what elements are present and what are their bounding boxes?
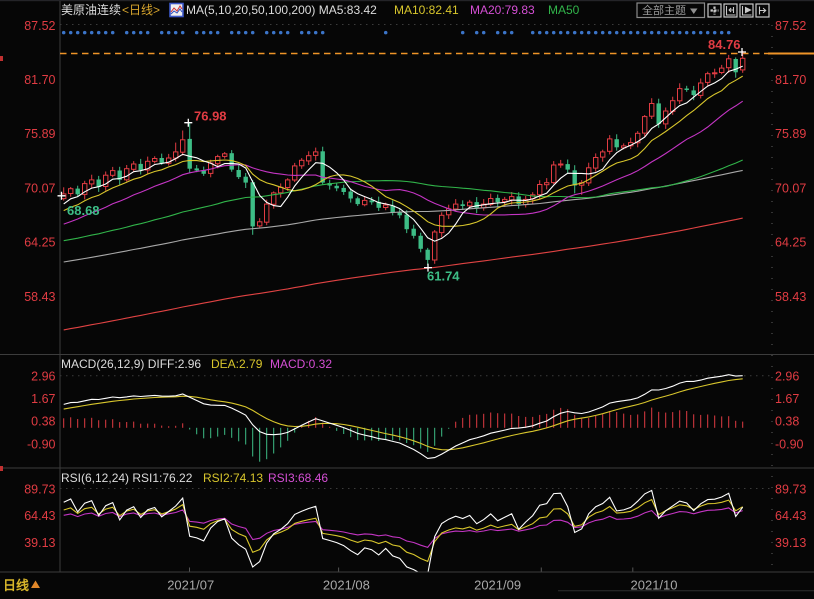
svg-text:39.13: 39.13 <box>775 536 806 550</box>
svg-text:87.52: 87.52 <box>775 19 806 33</box>
svg-text:日线: 日线 <box>3 578 29 593</box>
svg-text:MACD:0.32: MACD:0.32 <box>270 357 332 371</box>
svg-text:RSI3:68.46: RSI3:68.46 <box>268 471 328 485</box>
svg-text:81.70: 81.70 <box>24 73 55 87</box>
svg-text:39.13: 39.13 <box>24 536 55 550</box>
svg-text:2.96: 2.96 <box>775 369 799 383</box>
svg-text:2021/07: 2021/07 <box>167 578 214 593</box>
svg-text:MACD(26,12,9) DIFF:2.96: MACD(26,12,9) DIFF:2.96 <box>61 357 201 371</box>
svg-text:2021/09: 2021/09 <box>474 578 521 593</box>
svg-text:84.76: 84.76 <box>708 37 741 52</box>
svg-text:58.43: 58.43 <box>24 290 55 304</box>
svg-text:70.07: 70.07 <box>775 181 806 195</box>
svg-text:64.43: 64.43 <box>24 509 55 523</box>
svg-text:64.43: 64.43 <box>775 509 806 523</box>
svg-text:58.43: 58.43 <box>775 290 806 304</box>
svg-text:<日线>: <日线> <box>122 3 160 17</box>
svg-text:81.70: 81.70 <box>775 73 806 87</box>
svg-text:68.68: 68.68 <box>67 203 100 218</box>
svg-text:89.73: 89.73 <box>775 483 806 497</box>
svg-text:2.96: 2.96 <box>31 369 55 383</box>
svg-text:RSI(6,12,24) RSI1:76.22: RSI(6,12,24) RSI1:76.22 <box>61 471 193 485</box>
svg-text:2021/08: 2021/08 <box>323 578 370 593</box>
svg-text:美原油连续: 美原油连续 <box>61 2 121 17</box>
svg-text:75.89: 75.89 <box>775 127 806 141</box>
svg-text:61.74: 61.74 <box>427 269 460 284</box>
svg-text:87.52: 87.52 <box>24 19 55 33</box>
svg-text:70.07: 70.07 <box>24 181 55 195</box>
svg-text:2021/10: 2021/10 <box>631 578 678 593</box>
svg-text:64.25: 64.25 <box>775 236 806 250</box>
svg-text:0.38: 0.38 <box>31 415 55 429</box>
svg-text:-0.90: -0.90 <box>27 437 56 451</box>
svg-text:76.98: 76.98 <box>194 109 227 124</box>
svg-text:RSI2:74.13: RSI2:74.13 <box>203 471 263 485</box>
svg-text:1.67: 1.67 <box>775 392 799 406</box>
svg-text:-0.90: -0.90 <box>775 437 804 451</box>
svg-text:0.38: 0.38 <box>775 415 799 429</box>
svg-text:MA10:82.41: MA10:82.41 <box>394 3 459 17</box>
svg-text:DEA:2.79: DEA:2.79 <box>211 357 263 371</box>
svg-text:全部主题: 全部主题 <box>642 3 686 17</box>
svg-text:64.25: 64.25 <box>24 236 55 250</box>
svg-text:MA50: MA50 <box>548 3 580 17</box>
svg-text:MA20:79.83: MA20:79.83 <box>470 3 535 17</box>
svg-text:75.89: 75.89 <box>24 127 55 141</box>
svg-text:1.67: 1.67 <box>31 392 55 406</box>
svg-text:MA(5,10,20,50,100,200) MA5:83.: MA(5,10,20,50,100,200) MA5:83.42 <box>186 3 377 17</box>
svg-text:89.73: 89.73 <box>24 483 55 497</box>
